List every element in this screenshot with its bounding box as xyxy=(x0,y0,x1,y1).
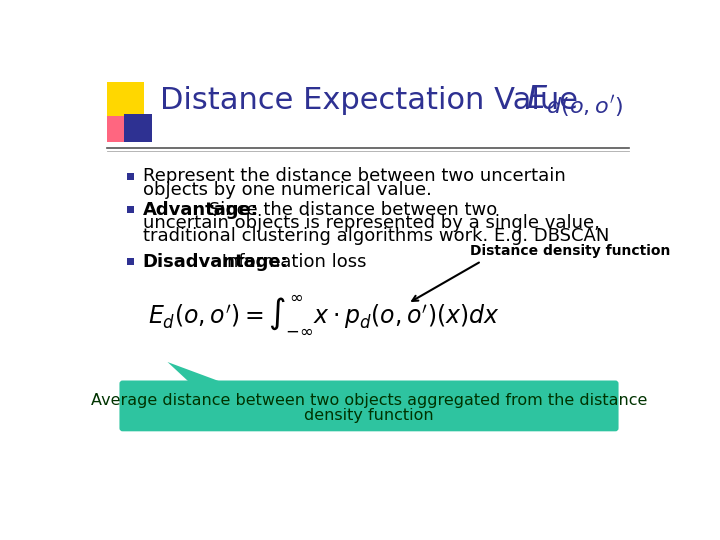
Text: Distance Expectation Value: Distance Expectation Value xyxy=(160,86,588,116)
Text: Information loss: Information loss xyxy=(216,253,366,271)
FancyBboxPatch shape xyxy=(127,206,134,213)
Text: $\mathit{E}_{d(o,o')}$: $\mathit{E}_{d(o,o')}$ xyxy=(526,84,623,118)
FancyBboxPatch shape xyxy=(124,114,152,142)
Text: Advantage:: Advantage: xyxy=(143,200,258,219)
Text: uncertain objects is represented by a single value,: uncertain objects is represented by a si… xyxy=(143,214,600,232)
Text: traditional clustering algorithms work. E.g. DBSCAN: traditional clustering algorithms work. … xyxy=(143,227,609,245)
Text: Represent the distance between two uncertain: Represent the distance between two uncer… xyxy=(143,167,565,185)
Text: Distance density function: Distance density function xyxy=(469,244,670,258)
FancyBboxPatch shape xyxy=(127,258,134,265)
FancyBboxPatch shape xyxy=(120,381,618,431)
Text: Since the distance between two: Since the distance between two xyxy=(203,200,498,219)
Text: density function: density function xyxy=(304,408,434,423)
Text: Disadvantage:: Disadvantage: xyxy=(143,253,289,271)
Text: Average distance between two objects aggregated from the distance: Average distance between two objects agg… xyxy=(91,393,647,408)
FancyBboxPatch shape xyxy=(107,82,144,120)
FancyBboxPatch shape xyxy=(127,173,134,179)
Polygon shape xyxy=(168,362,225,383)
FancyBboxPatch shape xyxy=(107,116,133,142)
Text: $E_d(o, o') = \int_{-\infty}^{\infty} x \cdot p_d(o, o')(x)dx$: $E_d(o, o') = \int_{-\infty}^{\infty} x … xyxy=(148,294,500,336)
Text: objects by one numerical value.: objects by one numerical value. xyxy=(143,180,431,199)
